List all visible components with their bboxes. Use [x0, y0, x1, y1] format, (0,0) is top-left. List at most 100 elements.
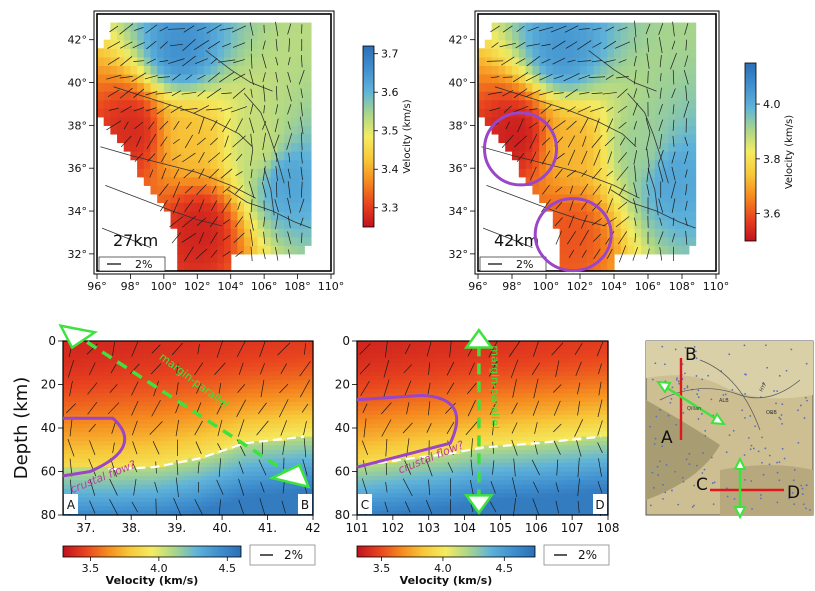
velocity-cell: [98, 406, 104, 412]
velocity-cell: [123, 31, 132, 41]
velocity-cell: [374, 375, 381, 381]
velocity-cell: [627, 91, 635, 101]
velocity-cell: [250, 380, 256, 386]
velocity-cell: [675, 219, 683, 229]
velocity-cell: [365, 354, 372, 359]
velocity-cell: [297, 245, 305, 255]
anisotropy-bar: [580, 183, 589, 196]
velocity-cell: [478, 73, 486, 84]
velocity-cell: [512, 142, 520, 152]
velocity-cell: [89, 423, 95, 429]
velocity-cell: [634, 99, 642, 109]
velocity-cell: [573, 108, 581, 118]
velocity-cell: [134, 362, 140, 368]
velocity-cell: [607, 159, 615, 169]
velocity-cell: [607, 56, 615, 66]
velocity-cell: [284, 211, 292, 221]
velocity-cell: [290, 441, 296, 446]
velocity-cell: [668, 151, 676, 161]
velocity-cell: [190, 228, 198, 238]
velocity-cell: [505, 48, 513, 58]
velocity-cell: [580, 65, 588, 75]
velocity-cell: [197, 211, 205, 221]
velocity-cell: [532, 91, 540, 101]
velocity-cell: [80, 345, 86, 351]
velocity-cell: [675, 39, 683, 49]
velocity-cell: [129, 467, 136, 473]
velocity-cell: [263, 345, 269, 351]
velocity-cell: [97, 91, 105, 101]
velocity-cell: [138, 475, 144, 481]
anisotropy-bar: [581, 201, 588, 211]
velocity-cell: [177, 48, 185, 58]
anisotropy-bar: [286, 132, 293, 150]
velocity-cell: [641, 142, 649, 152]
velocity-cell: [264, 91, 272, 101]
velocity-cell: [98, 497, 104, 503]
velocity-cell: [165, 467, 171, 473]
velocity-cell: [627, 116, 635, 126]
velocity-cell: [491, 91, 499, 101]
velocity-cell: [257, 39, 265, 49]
velocity-cell: [183, 345, 189, 351]
velocity-cell: [379, 345, 385, 351]
arrow-head: [268, 463, 311, 489]
velocity-cell: [250, 462, 256, 468]
velocity-cell: [237, 375, 243, 381]
velocity-cell: [76, 493, 82, 499]
velocity-cell: [170, 358, 176, 364]
velocity-cell: [270, 133, 279, 144]
velocity-cell: [152, 362, 158, 368]
velocity-cell: [634, 151, 642, 161]
velocity-cell: [614, 56, 622, 66]
velocity-cell: [165, 401, 171, 407]
velocity-cell: [80, 406, 86, 412]
anisotropy-bar: [685, 183, 688, 196]
velocity-cell: [138, 406, 144, 412]
velocity-cell: [365, 445, 372, 451]
velocity-cell: [614, 228, 622, 238]
velocity-cell: [130, 99, 138, 109]
velocity-cell: [137, 82, 145, 92]
velocity-cell: [374, 480, 381, 486]
velocity-cell: [277, 484, 283, 490]
velocity-cell: [217, 65, 225, 75]
velocity-cell: [566, 219, 574, 229]
velocity-cell: [241, 436, 247, 442]
velocity-cell: [552, 73, 561, 84]
velocity-cell: [134, 493, 140, 499]
velocity-cell: [270, 236, 279, 246]
velocity-cell: [188, 358, 194, 364]
velocity-cell: [290, 436, 296, 442]
velocity-cell: [103, 397, 109, 403]
velocity-cell: [512, 125, 520, 135]
velocity-cell: [586, 116, 595, 126]
velocity-cell: [170, 467, 176, 473]
velocity-cell: [539, 185, 547, 195]
anisotropy-bar: [541, 137, 551, 146]
velocity-cell: [263, 471, 269, 477]
velocity-cell: [250, 236, 259, 246]
velocity-cell: [188, 458, 194, 464]
velocity-cell: [179, 436, 185, 442]
velocity-cell: [392, 467, 398, 473]
velocity-cell: [219, 471, 225, 477]
velocity-cell: [177, 22, 185, 32]
velocity-cell: [299, 362, 305, 368]
velocity-cell: [259, 423, 265, 429]
velocity-cell: [223, 497, 229, 503]
anisotropy-bar: [658, 23, 664, 35]
velocity-cell: [230, 133, 238, 144]
velocity-cell: [620, 31, 629, 41]
velocity-cell: [532, 108, 540, 118]
velocity-cell: [505, 116, 513, 126]
anisotropy-bar: [684, 169, 688, 178]
velocity-cell: [566, 31, 574, 41]
velocity-cell: [410, 436, 416, 442]
velocity-cell: [525, 82, 533, 92]
velocity-cell: [103, 82, 111, 92]
velocity-cell: [219, 445, 225, 451]
velocity-cell: [290, 349, 296, 355]
velocity-cell: [117, 48, 125, 58]
velocity-cell: [290, 367, 296, 373]
